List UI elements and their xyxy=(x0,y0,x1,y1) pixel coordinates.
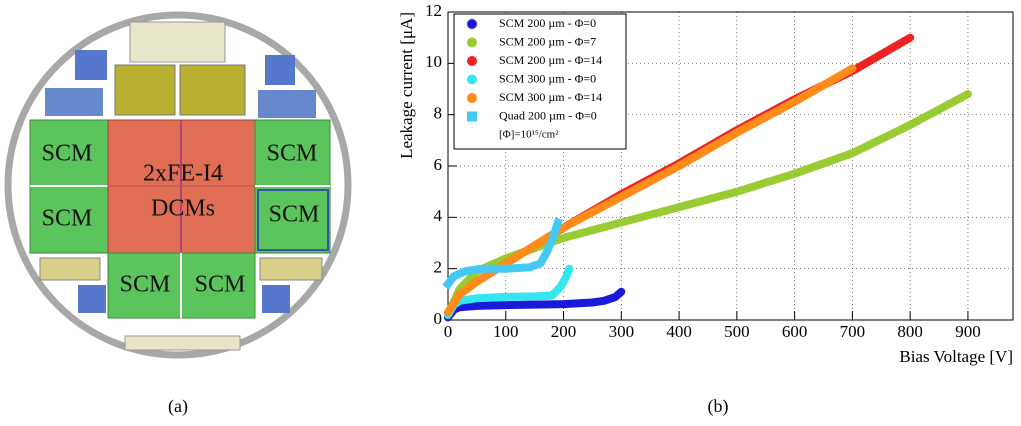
legend-box xyxy=(453,13,627,150)
pad-block xyxy=(45,88,103,116)
pad-block xyxy=(262,285,290,313)
y-tick-label: 12 xyxy=(425,1,442,20)
x-tick-label: 900 xyxy=(955,322,981,341)
series-line xyxy=(442,217,563,290)
wafer-label: 2xFE-I4 xyxy=(143,161,223,187)
x-tick-label: 500 xyxy=(724,322,750,341)
y-tick-label: 0 xyxy=(434,309,443,328)
legend-marker xyxy=(467,37,477,48)
chart: 0 100 200 300 400 500 600 700 800 900 0 2 4 6 8 10 12 Bia… xyxy=(397,1,1014,366)
legend-marker xyxy=(467,56,477,66)
y-axis-label: Leakage current [μA] xyxy=(397,12,416,159)
series-line xyxy=(444,64,857,317)
x-tick-label: 300 xyxy=(609,322,635,341)
legend-label: SCM 200 µm - Φ=7 xyxy=(499,34,596,48)
pad-block xyxy=(258,90,316,118)
caption: (b) xyxy=(708,396,729,417)
pad-block xyxy=(39,257,101,281)
x-tick-label: 700 xyxy=(840,322,866,341)
legend-label: SCM 300 µm - Φ=14 xyxy=(499,90,602,104)
pad-block xyxy=(75,50,107,80)
wafer-label: SCM xyxy=(42,141,93,167)
wafer-label: SCM xyxy=(42,206,93,232)
y-tick-label: 4 xyxy=(434,206,443,225)
pad-block xyxy=(124,335,241,351)
wafer-label: SCM xyxy=(269,202,320,228)
legend-marker xyxy=(467,93,477,103)
x-tick-label: 400 xyxy=(666,322,692,341)
x-axis-label: Bias Voltage [V] xyxy=(899,347,1013,366)
pad-block xyxy=(179,64,246,116)
pad-block xyxy=(114,64,176,116)
legend-marker xyxy=(467,111,477,122)
legend-label: Quad 200 µm - Φ=0 xyxy=(499,108,597,122)
pad-block xyxy=(259,257,323,281)
series-line xyxy=(444,287,626,322)
wafer-label: DCMs xyxy=(151,196,215,222)
y-tick-label: 6 xyxy=(434,155,443,174)
pad-block xyxy=(265,55,295,85)
x-tick-label: 800 xyxy=(897,322,923,341)
x-tick-label: 0 xyxy=(444,322,453,341)
y-tick-label: 10 xyxy=(425,52,442,71)
legend-marker xyxy=(467,74,477,85)
legend-label: SCM 300 µm - Φ=0 xyxy=(499,71,596,85)
legend-marker xyxy=(467,19,477,29)
x-tick-label: 200 xyxy=(551,322,577,341)
scm-block xyxy=(257,189,329,251)
plot-frame xyxy=(447,11,1014,321)
pad-block xyxy=(78,285,106,313)
pad-block xyxy=(129,21,226,63)
wafer-label: SCM xyxy=(267,141,318,167)
legend-note: [Φ]=10¹⁵/cm² xyxy=(499,129,559,141)
y-tick-label: 8 xyxy=(434,104,443,123)
wafer-layout: SCM SCM SCM SCM SCM SCM 2xFE-I4 DCMs xyxy=(4,11,352,359)
series-line xyxy=(444,90,972,319)
x-tick-label: 100 xyxy=(493,322,519,341)
wafer-label: SCM xyxy=(120,272,171,298)
legend-label: SCM 200 µm - Φ=0 xyxy=(499,16,596,30)
legend-label: SCM 200 µm - Φ=14 xyxy=(499,53,602,67)
x-tick-label: 600 xyxy=(782,322,808,341)
legend: SCM 200 µm - Φ=0 SCM 200 µm - Φ=7 SCM 200 … xyxy=(453,13,627,150)
caption: (a) xyxy=(168,396,188,417)
wafer-label: SCM xyxy=(195,272,246,298)
y-tick-label: 2 xyxy=(434,258,443,277)
